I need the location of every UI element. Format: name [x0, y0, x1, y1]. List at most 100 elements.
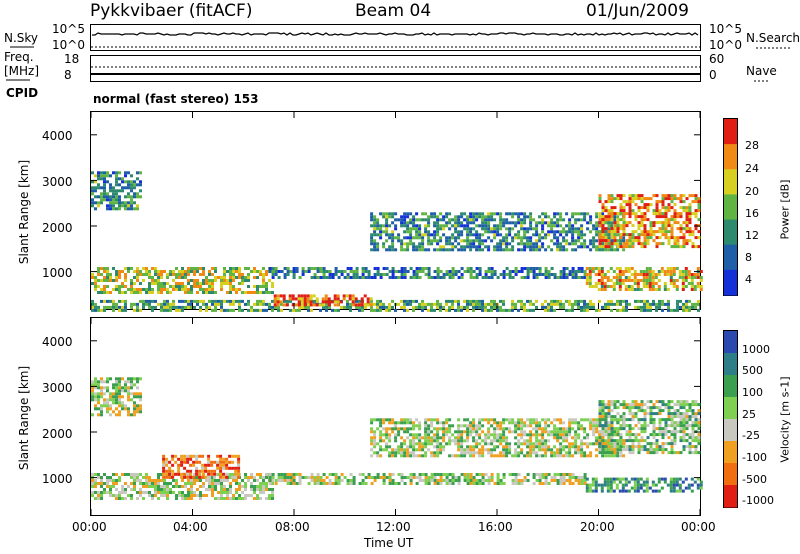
data-cell	[640, 305, 643, 309]
data-cell	[487, 308, 490, 312]
data-cell	[496, 227, 500, 231]
data-cell	[466, 224, 470, 228]
data-cell	[430, 418, 434, 422]
data-cell	[454, 215, 458, 219]
data-cell	[585, 282, 589, 285]
data-cell	[228, 454, 232, 458]
data-cell	[571, 236, 575, 240]
data-cell	[244, 473, 247, 476]
data-cell	[268, 479, 272, 482]
data-cell	[238, 488, 241, 491]
data-cell	[630, 288, 634, 291]
data-cell	[306, 294, 310, 298]
data-cell	[604, 206, 608, 210]
data-cell	[409, 236, 413, 240]
data-cell	[142, 299, 145, 303]
data-cell	[484, 439, 488, 443]
data-cell	[400, 451, 404, 455]
data-cell	[612, 477, 616, 481]
data-cell	[201, 475, 205, 479]
data-cell	[442, 218, 446, 222]
data-cell	[475, 442, 479, 446]
data-cell	[571, 276, 575, 279]
data-cell	[640, 194, 644, 198]
data-cell	[559, 302, 562, 306]
data-cell	[670, 200, 674, 204]
data-cell	[553, 230, 557, 234]
data-cell	[574, 299, 577, 303]
data-cell	[594, 486, 598, 490]
xtick-label: 16:00	[478, 520, 513, 534]
data-cell	[115, 285, 118, 288]
data-cell	[559, 218, 563, 222]
data-cell	[562, 479, 566, 482]
data-cell	[556, 302, 559, 306]
data-cell	[610, 409, 614, 413]
data-cell	[538, 427, 542, 431]
data-cell	[601, 203, 605, 207]
data-cell	[585, 489, 589, 493]
data-cell	[697, 451, 701, 455]
data-cell	[657, 270, 661, 273]
data-cell	[588, 276, 592, 279]
data-cell	[529, 448, 533, 452]
data-cell	[688, 215, 692, 219]
data-cell	[288, 294, 292, 298]
data-cell	[603, 480, 607, 484]
data-cell	[538, 267, 542, 270]
data-cell	[175, 479, 178, 482]
data-cell	[655, 200, 659, 204]
data-cell	[313, 267, 317, 270]
data-cell	[697, 197, 701, 201]
data-cell	[124, 407, 127, 411]
data-cell	[577, 427, 581, 431]
data-cell	[691, 230, 695, 234]
data-cell	[676, 308, 679, 312]
data-cell	[460, 267, 464, 270]
data-cell	[517, 299, 520, 303]
data-cell	[658, 302, 661, 306]
velocity-colorbar-swatch	[724, 375, 737, 398]
data-cell	[597, 288, 601, 291]
data-cell	[679, 212, 683, 216]
data-cell	[199, 491, 202, 494]
data-cell	[400, 239, 404, 243]
data-cell	[685, 230, 689, 234]
data-cell	[675, 489, 679, 493]
data-cell	[115, 389, 118, 393]
data-cell	[589, 424, 593, 428]
data-cell	[694, 451, 698, 455]
data-cell	[652, 433, 656, 437]
data-cell	[136, 308, 139, 312]
data-cell	[502, 445, 506, 449]
data-cell	[421, 218, 425, 222]
data-cell	[565, 473, 569, 476]
data-cell	[226, 494, 229, 497]
data-cell	[673, 236, 677, 240]
data-cell	[400, 218, 404, 222]
data-cell	[664, 218, 668, 222]
data-cell	[517, 233, 521, 237]
data-cell	[487, 267, 491, 270]
data-cell	[115, 497, 118, 500]
data-cell	[688, 406, 692, 410]
data-cell	[400, 276, 404, 279]
data-cell	[585, 477, 589, 481]
data-cell	[97, 270, 100, 273]
data-cell	[151, 276, 154, 279]
data-cell	[544, 308, 547, 312]
data-cell	[610, 206, 614, 210]
data-cell	[421, 212, 425, 216]
data-cell	[586, 227, 590, 231]
data-cell	[642, 270, 646, 273]
data-cell	[442, 421, 446, 425]
data-cell	[661, 233, 665, 237]
data-cell	[601, 454, 605, 458]
data-cell	[583, 451, 587, 455]
data-cell	[556, 439, 560, 443]
data-cell	[484, 215, 488, 219]
data-cell	[619, 308, 622, 312]
data-cell	[478, 212, 482, 216]
data-cell	[643, 206, 647, 210]
data-cell	[427, 242, 431, 246]
